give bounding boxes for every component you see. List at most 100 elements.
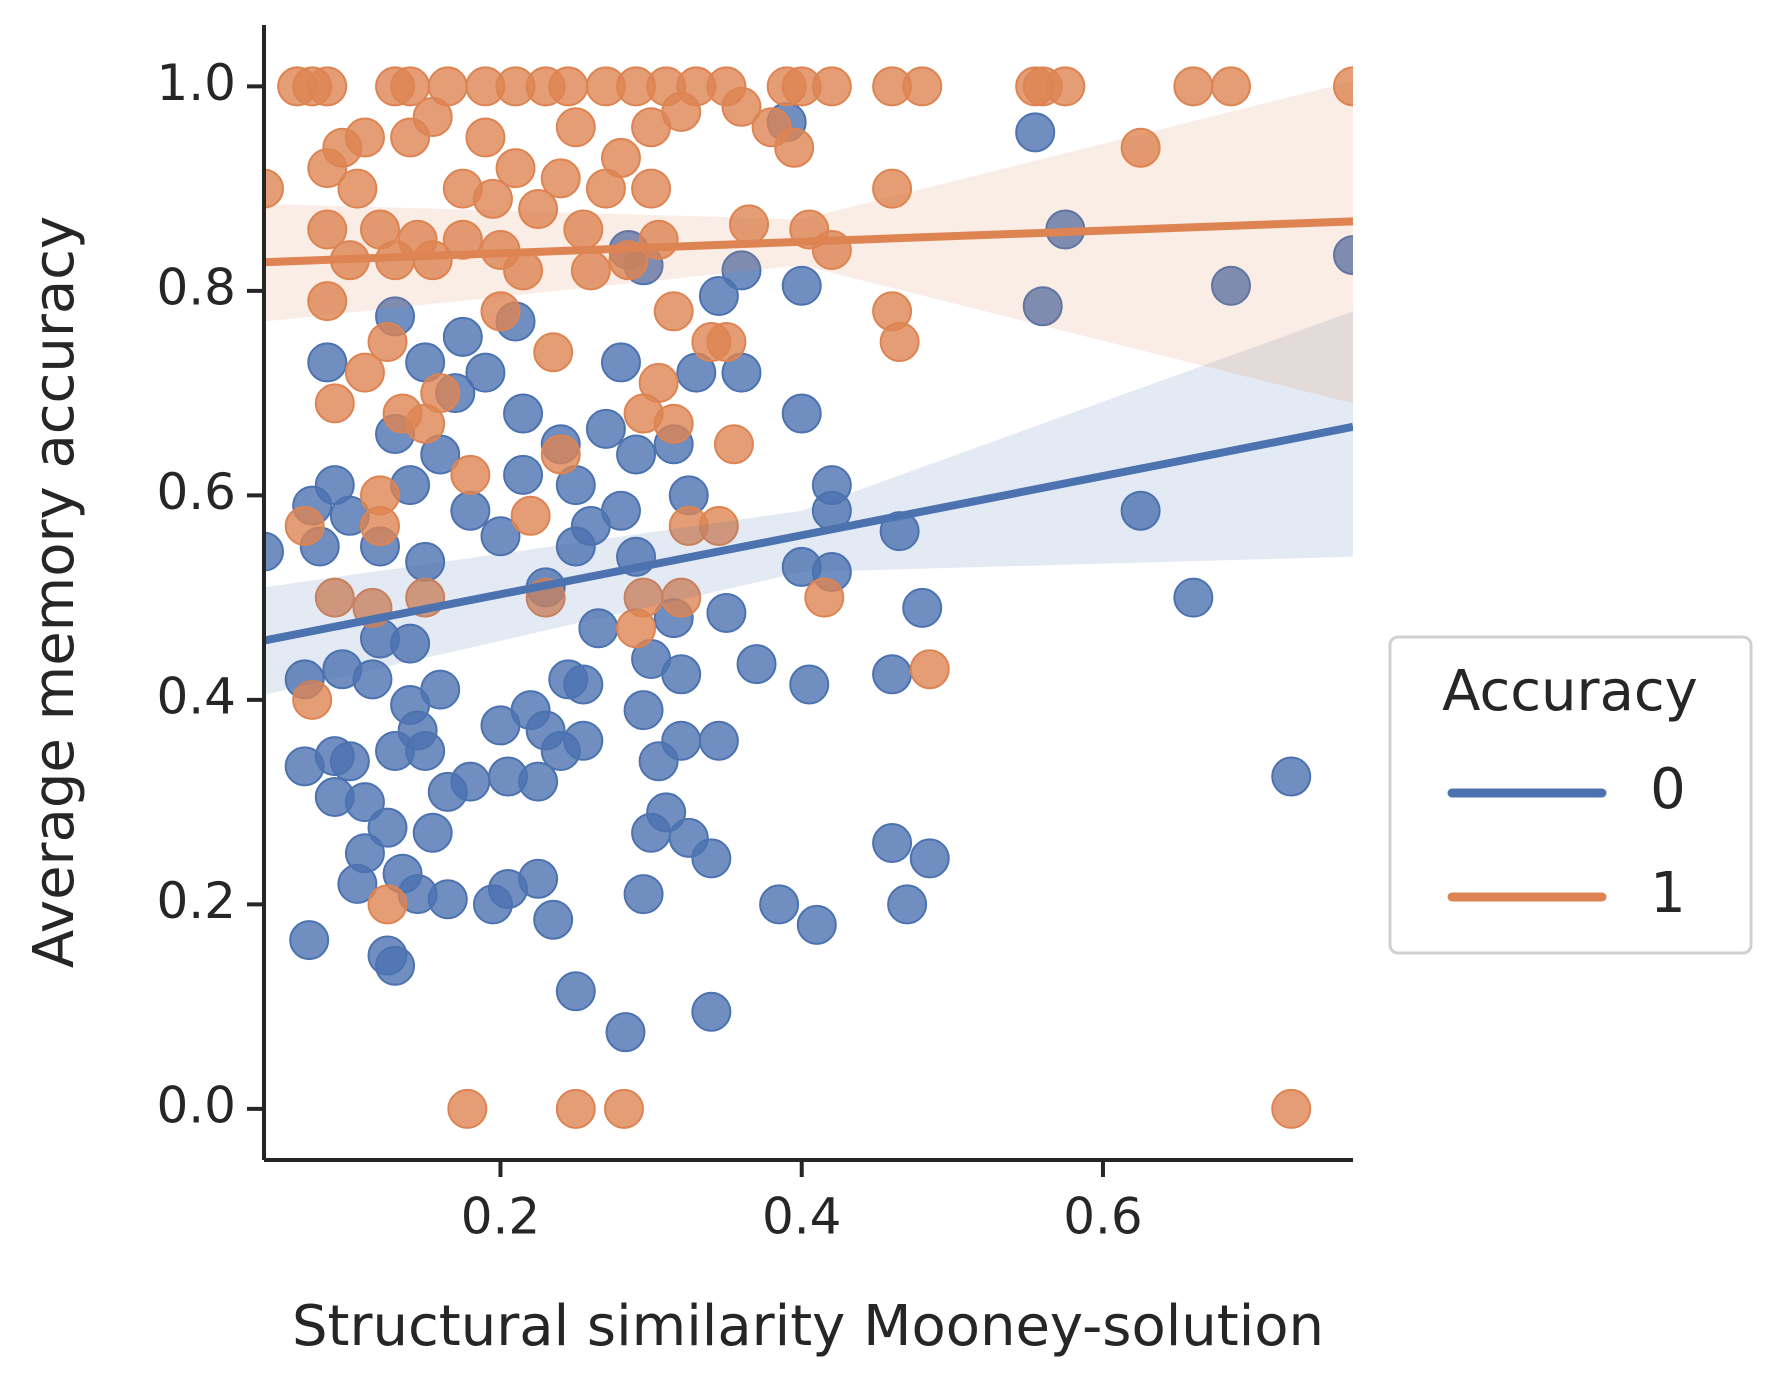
scatter-point xyxy=(623,874,664,915)
scatter-point xyxy=(1271,1088,1312,1129)
regression-line xyxy=(264,422,1353,645)
scatter-point xyxy=(902,66,943,107)
scatter-point xyxy=(533,332,574,373)
y-tick-label: 0.2 xyxy=(156,872,236,930)
scatter-point xyxy=(548,66,589,107)
scatter-point xyxy=(605,1012,646,1053)
scatter-point xyxy=(781,393,822,434)
scatter-point xyxy=(359,506,400,547)
scatter-point xyxy=(480,291,521,332)
y-tick-label: 0.6 xyxy=(156,463,236,521)
x-tick-label: 0.6 xyxy=(1063,1188,1143,1246)
scatter-point xyxy=(555,107,596,148)
scatter-point xyxy=(1015,112,1056,153)
scatter-point xyxy=(781,265,822,306)
scatter-point xyxy=(264,168,284,209)
scatter-point xyxy=(307,66,348,107)
scatter-point xyxy=(1333,235,1353,276)
scatter-point xyxy=(909,838,950,879)
scatter-point xyxy=(555,971,596,1012)
scatter-point xyxy=(450,761,491,802)
scatter-point xyxy=(736,644,777,685)
scatter-point xyxy=(1210,265,1251,306)
scatter-point xyxy=(307,209,348,250)
scatter-point xyxy=(344,352,385,393)
scatter-point xyxy=(420,373,461,414)
scatter-point xyxy=(638,362,679,403)
scatter-point xyxy=(450,490,491,531)
scatter-point xyxy=(314,577,355,618)
y-tick-label: 0.4 xyxy=(156,667,236,725)
scatter-point xyxy=(661,577,702,618)
scatter-point xyxy=(872,654,913,695)
scatter-point xyxy=(540,434,581,475)
x-tick-label: 0.4 xyxy=(762,1188,842,1246)
y-tick-label: 0.0 xyxy=(156,1076,236,1134)
scatter-point xyxy=(1271,756,1312,797)
scatter-point xyxy=(1120,127,1161,168)
y-tick-label: 1.0 xyxy=(156,54,236,112)
scatter-point xyxy=(329,741,370,782)
scatter-point xyxy=(442,316,483,357)
scatter-point xyxy=(447,1088,488,1129)
scatter-point xyxy=(344,782,385,823)
scatter-point xyxy=(518,858,559,899)
scatter-point xyxy=(698,720,739,761)
scatter-point xyxy=(600,490,641,531)
scatter-point xyxy=(427,879,468,920)
legend-title: Accuracy xyxy=(1442,659,1698,724)
scatter-point xyxy=(1022,286,1063,327)
scatter-point xyxy=(713,424,754,465)
scatter-point xyxy=(367,884,408,925)
scatter-point xyxy=(375,945,416,986)
scatter-point xyxy=(774,127,815,168)
scatter-point xyxy=(872,168,913,209)
legend-label: 0 xyxy=(1650,757,1686,822)
scatter-point xyxy=(1210,66,1251,107)
scatter-point xyxy=(563,664,604,705)
scatter-point xyxy=(307,342,348,383)
scatter-point xyxy=(412,812,453,853)
scatter-point xyxy=(480,516,521,557)
scatter-point xyxy=(909,649,950,690)
scatter-point xyxy=(367,321,408,362)
x-tick-label: 0.2 xyxy=(461,1188,541,1246)
scatter-point xyxy=(759,884,800,925)
y-axis-label: Average memory accuracy xyxy=(22,216,87,968)
scatter-point xyxy=(631,168,672,209)
scatter-point xyxy=(292,679,333,720)
scatter-point xyxy=(1045,66,1086,107)
scatter-point xyxy=(1333,66,1353,107)
scatter-point xyxy=(623,690,664,731)
scatter-point xyxy=(706,321,747,362)
scatter-point xyxy=(337,168,378,209)
scatter-point xyxy=(352,659,393,700)
scatter-point xyxy=(600,137,641,178)
scatter-point xyxy=(653,403,694,444)
scatter-point xyxy=(533,899,574,940)
scatter-point xyxy=(420,669,461,710)
plot-area xyxy=(264,66,1353,1129)
scatter-point xyxy=(344,117,385,158)
scatter-point xyxy=(450,454,491,495)
axes: 0.0 0.2 0.4 0.6 0.8 1.0 0.2 0.4 0.6 xyxy=(156,25,1353,1246)
scatter-point xyxy=(796,904,837,945)
y-tick-label: 0.8 xyxy=(156,258,236,316)
scatter-point xyxy=(518,189,559,230)
scatter-point xyxy=(603,1088,644,1129)
scatter-point xyxy=(691,991,732,1032)
scatter-point xyxy=(1173,66,1214,107)
legend: 01 xyxy=(1447,757,1686,926)
scatter-point xyxy=(503,454,544,495)
scatter-point xyxy=(691,838,732,879)
scatter-point xyxy=(465,352,506,393)
scatter-point xyxy=(442,219,483,260)
scatter-point xyxy=(518,761,559,802)
scatter-point xyxy=(540,158,581,199)
scatter-point xyxy=(289,920,330,961)
x-axis-label: Structural similarity Mooney-solution xyxy=(292,1294,1324,1359)
scatter-point xyxy=(887,884,928,925)
scatter-point xyxy=(646,792,687,833)
